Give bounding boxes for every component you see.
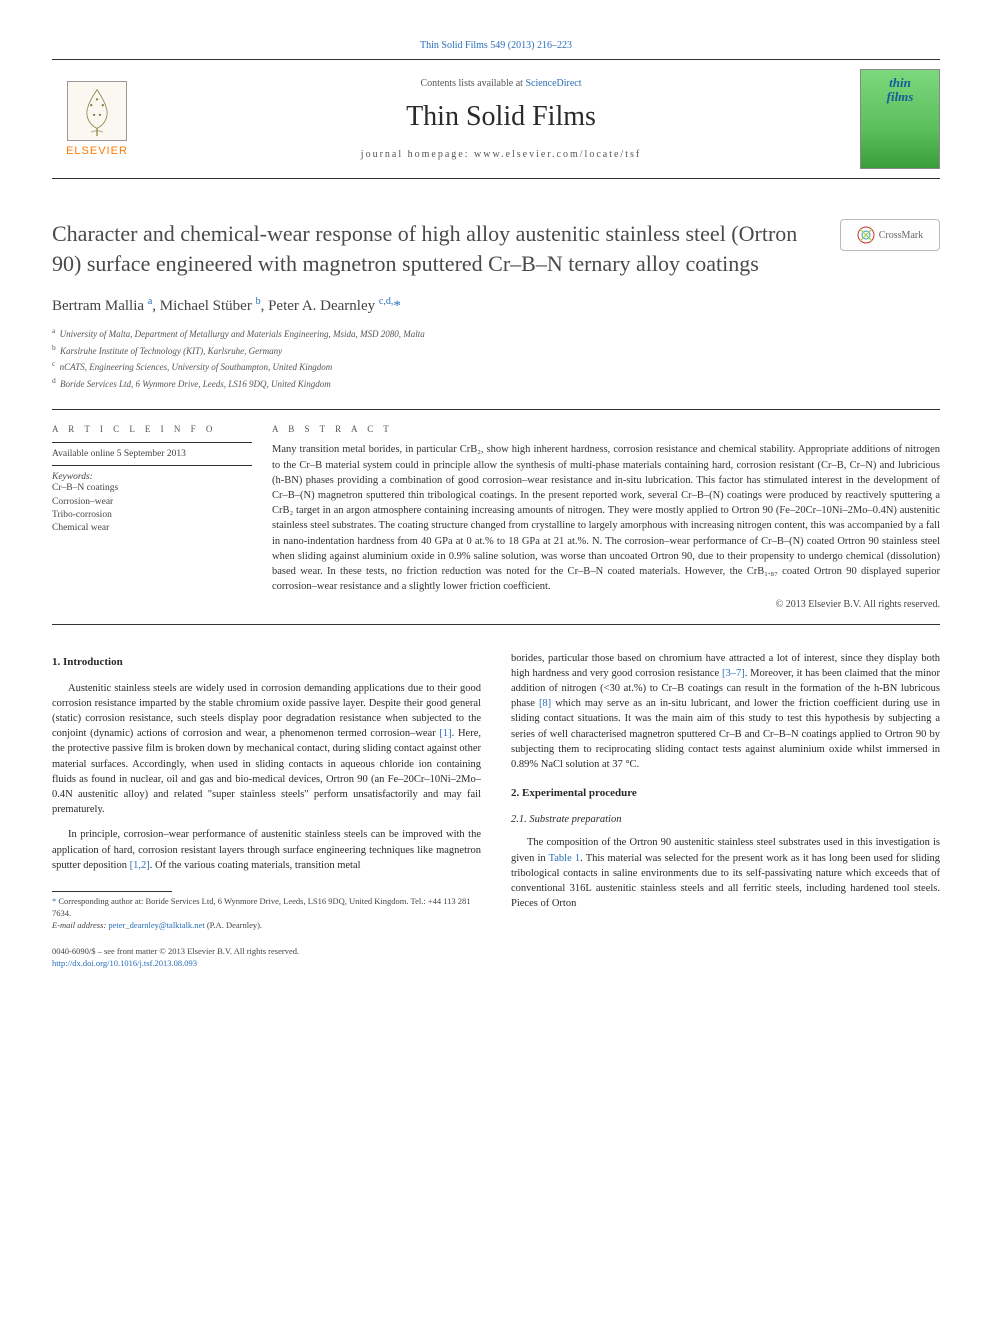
article-info-column: A R T I C L E I N F O Available online 5… bbox=[52, 410, 272, 609]
c2p1-c: which may serve as an in-situ lubricant,… bbox=[511, 698, 940, 770]
affiliation-line: d Boride Services Ltd, 6 Wynmore Drive, … bbox=[52, 375, 940, 392]
keyword-item: Tribo-corrosion bbox=[52, 509, 248, 522]
section-2-heading: 2. Experimental procedure bbox=[511, 786, 940, 802]
section-1-para-1: Austenitic stainless steels are widely u… bbox=[52, 681, 481, 818]
keywords-label: Keywords: bbox=[52, 472, 248, 482]
affiliation-line: a University of Malta, Department of Met… bbox=[52, 325, 940, 342]
affiliation-line: b Karslruhe Institute of Technology (KIT… bbox=[52, 342, 940, 359]
affiliations: a University of Malta, Department of Met… bbox=[52, 325, 940, 391]
contents-available-line: Contents lists available at ScienceDirec… bbox=[162, 78, 840, 89]
journal-title: Thin Solid Films bbox=[162, 101, 840, 133]
contents-prefix: Contents lists available at bbox=[420, 78, 525, 89]
abstract-heading: A B S T R A C T bbox=[272, 410, 940, 442]
page-footer: 0040-6090/$ – see front matter © 2013 El… bbox=[52, 946, 481, 970]
crossmark-icon bbox=[857, 226, 875, 244]
footnote-text: Corresponding author at: Boride Services… bbox=[52, 896, 471, 918]
body-column-left: 1. Introduction Austenitic stainless ste… bbox=[52, 651, 481, 970]
s1p1-a: Austenitic stainless steels are widely u… bbox=[52, 683, 481, 740]
top-citation: Thin Solid Films 549 (2013) 216–223 bbox=[52, 40, 940, 51]
cover-line1: thin bbox=[889, 76, 911, 90]
elsevier-logo: ELSEVIER bbox=[52, 69, 142, 169]
abstract-copyright: © 2013 Elsevier B.V. All rights reserved… bbox=[272, 599, 940, 610]
doi-link[interactable]: http://dx.doi.org/10.1016/j.tsf.2013.08.… bbox=[52, 958, 197, 968]
body-column-right: borides, particular those based on chrom… bbox=[511, 651, 940, 970]
elsevier-wordmark: ELSEVIER bbox=[66, 145, 128, 157]
crossmark-label: CrossMark bbox=[879, 230, 923, 241]
abstract-column: A B S T R A C T Many transition metal bo… bbox=[272, 410, 940, 609]
elsevier-tree-icon bbox=[67, 81, 127, 141]
email-footnote: E-mail address: peter_dearnley@talktalk.… bbox=[52, 920, 481, 932]
crossmark-badge[interactable]: CrossMark bbox=[840, 219, 940, 251]
keywords-list: Cr–B–N coatingsCorrosion–wearTribo-corro… bbox=[52, 482, 248, 535]
keyword-item: Cr–B–N coatings bbox=[52, 482, 248, 495]
footnote-rule bbox=[52, 891, 172, 892]
email-suffix: (P.A. Dearnley). bbox=[205, 920, 262, 930]
homepage-label: journal homepage: bbox=[361, 149, 474, 160]
section-2-1-para-1: The composition of the Ortron 90 austeni… bbox=[511, 835, 940, 911]
article-history: Available online 5 September 2013 bbox=[52, 443, 248, 465]
ref-link-1[interactable]: [1] bbox=[439, 728, 451, 739]
s1p2-b: . Of the various coating materials, tran… bbox=[150, 860, 361, 871]
table-1-link[interactable]: Table 1 bbox=[549, 853, 581, 864]
authors-line: Bertram Mallia a, Michael Stüber b, Pete… bbox=[52, 296, 940, 315]
homepage-url[interactable]: www.elsevier.com/locate/tsf bbox=[474, 149, 641, 160]
info-rule-2 bbox=[52, 465, 252, 466]
keyword-item: Corrosion–wear bbox=[52, 496, 248, 509]
sciencedirect-link[interactable]: ScienceDirect bbox=[525, 78, 581, 89]
keyword-item: Chemical wear bbox=[52, 522, 248, 535]
journal-homepage: journal homepage: www.elsevier.com/locat… bbox=[162, 149, 840, 160]
affiliation-line: c nCATS, Engineering Sciences, Universit… bbox=[52, 358, 940, 375]
section-1-para-2: In principle, corrosion–wear performance… bbox=[52, 827, 481, 873]
article-info-heading: A R T I C L E I N F O bbox=[52, 410, 248, 442]
ref-link-3-7[interactable]: [3–7] bbox=[722, 668, 745, 679]
section-1-heading: 1. Introduction bbox=[52, 655, 481, 671]
corresponding-author-footnote: * Corresponding author at: Boride Servic… bbox=[52, 896, 481, 920]
cover-line2: films bbox=[887, 90, 914, 104]
abstract-text: Many transition metal borides, in partic… bbox=[272, 442, 940, 594]
col2-para-1: borides, particular those based on chrom… bbox=[511, 651, 940, 773]
ref-link-1-2[interactable]: [1,2] bbox=[130, 860, 150, 871]
footer-copyright: 0040-6090/$ – see front matter © 2013 El… bbox=[52, 946, 481, 958]
divider-bottom bbox=[52, 624, 940, 625]
journal-header: ELSEVIER Contents lists available at Sci… bbox=[52, 59, 940, 179]
article-title: Character and chemical-wear response of … bbox=[52, 219, 940, 278]
ref-link-8[interactable]: [8] bbox=[539, 698, 551, 709]
s1p1-b: . Here, the protective passive film is b… bbox=[52, 728, 481, 815]
email-link[interactable]: peter_dearnley@talktalk.net bbox=[108, 920, 204, 930]
email-label: E-mail address: bbox=[52, 920, 108, 930]
section-2-1-heading: 2.1. Substrate preparation bbox=[511, 812, 940, 827]
journal-cover-thumbnail: thin films bbox=[860, 69, 940, 169]
